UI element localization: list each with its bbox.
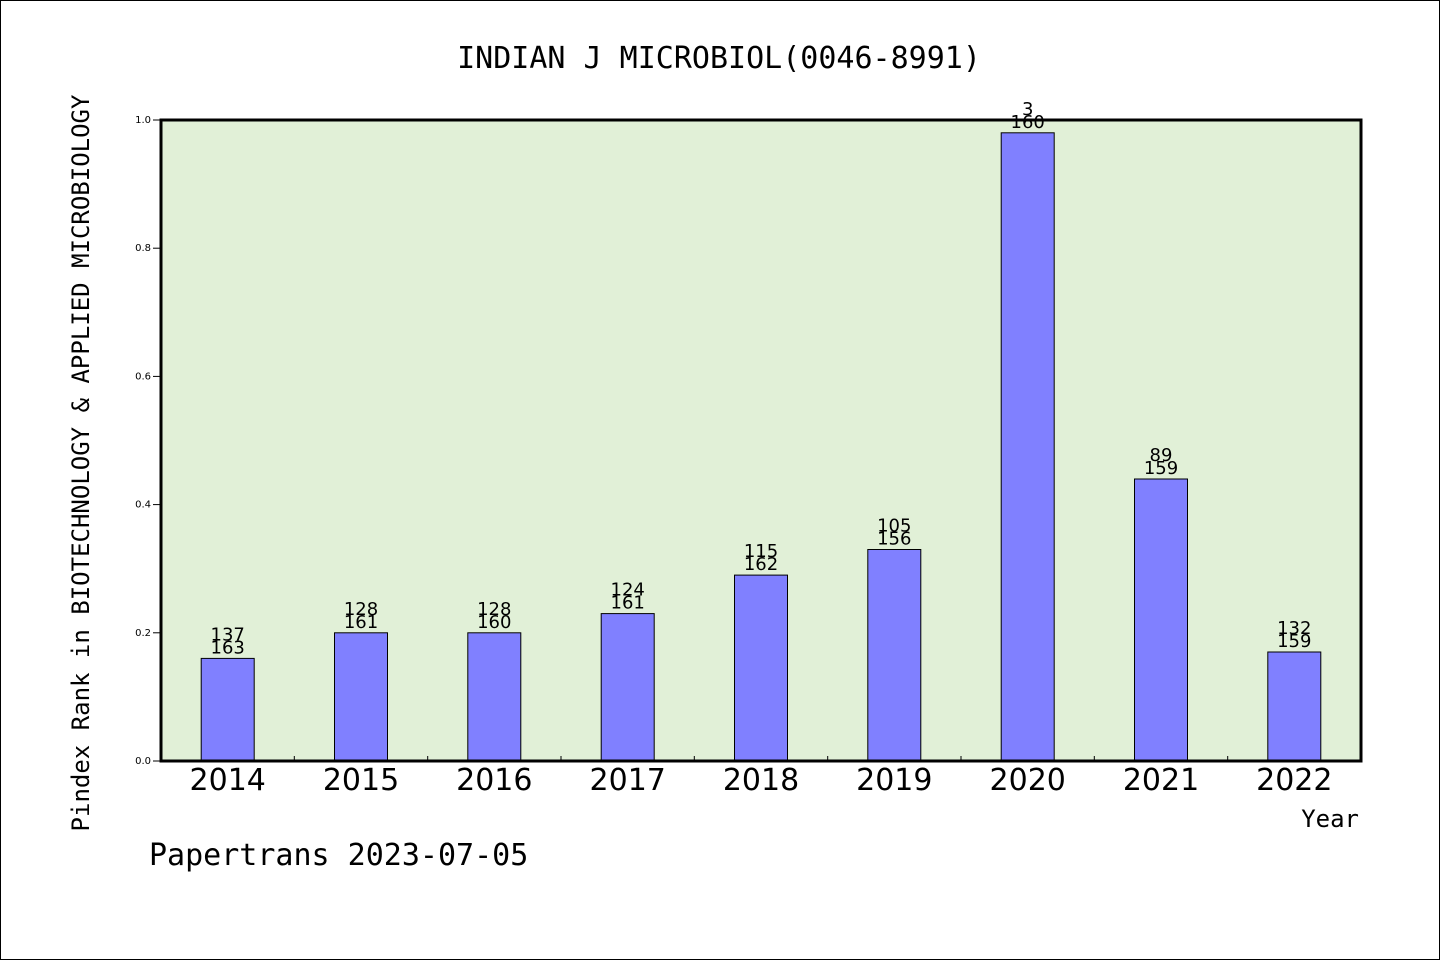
x-tick-label: 2019 xyxy=(856,763,932,798)
bar-total-label: 161 xyxy=(611,593,645,614)
y-axis: 0.0 0.2 0.4 0.6 0.8 1.0 xyxy=(135,115,161,767)
chart-title: INDIAN J MICROBIOL(0046-8991) xyxy=(457,41,981,76)
bar-2022 xyxy=(1267,651,1322,762)
bar-total-label: 160 xyxy=(1011,112,1045,133)
bar-total-label: 156 xyxy=(877,529,911,550)
y-tick-label: 0.4 xyxy=(135,500,151,511)
bar-2018 xyxy=(734,574,788,762)
bar-total-label: 159 xyxy=(1144,458,1178,479)
bar-rank-label: 124 xyxy=(611,580,645,601)
y-tick-label: 0.0 xyxy=(135,756,151,767)
bar-total-label: 161 xyxy=(344,612,378,633)
bar-2019 xyxy=(867,549,922,762)
y-tick-label: 0.6 xyxy=(135,371,151,382)
bar-2020 xyxy=(1000,132,1055,762)
bar-2021 xyxy=(1134,478,1188,762)
bar-total-label: 160 xyxy=(477,612,511,633)
y-tick-label: 0.8 xyxy=(135,243,151,254)
x-axis: 2014 2015 2016 2017 2018 2019 2020 2021 2022 xyxy=(190,756,1332,798)
bar-rank-label: 3 xyxy=(1022,99,1033,120)
bar-2016 xyxy=(467,632,522,762)
y-tick-label: 1.0 xyxy=(135,115,151,126)
bar-rank-label: 89 xyxy=(1150,445,1173,466)
bar-rank-label: 137 xyxy=(211,624,245,645)
bar-2015 xyxy=(334,632,388,762)
bar-rank-label: 128 xyxy=(344,599,378,620)
footer-credit: Papertrans 2023-07-05 xyxy=(149,838,528,873)
y-axis-label: Pindex Rank in BIOTECHNOLOGY & APPLIED M… xyxy=(67,94,95,831)
x-tick-label: 2021 xyxy=(1123,763,1199,798)
bar-2017 xyxy=(600,613,655,762)
plot-border xyxy=(159,118,1363,763)
bar-total-label: 162 xyxy=(744,554,778,575)
x-tick-label: 2014 xyxy=(190,763,266,798)
bar-2014 xyxy=(200,657,255,762)
x-tick-label: 2020 xyxy=(990,763,1066,798)
bar-rank-label: 132 xyxy=(1277,618,1311,639)
bar-rank-label: 105 xyxy=(877,516,911,537)
x-tick-label: 2015 xyxy=(323,763,399,798)
x-tick-label: 2022 xyxy=(1256,763,1332,798)
bar-total-label: 163 xyxy=(211,637,245,658)
bar-total-label: 159 xyxy=(1277,631,1311,652)
x-tick-label: 2017 xyxy=(590,763,666,798)
y-tick-label: 0.2 xyxy=(135,628,151,639)
bar-labels-group: 1371631281611281601241611151621051563160… xyxy=(211,99,1312,659)
bar-rank-label: 128 xyxy=(477,599,511,620)
bars-group xyxy=(200,132,1322,762)
x-tick-label: 2018 xyxy=(723,763,799,798)
x-tick-label: 2016 xyxy=(456,763,532,798)
x-axis-label: Year xyxy=(1301,805,1359,833)
bar-rank-label: 115 xyxy=(744,541,778,562)
